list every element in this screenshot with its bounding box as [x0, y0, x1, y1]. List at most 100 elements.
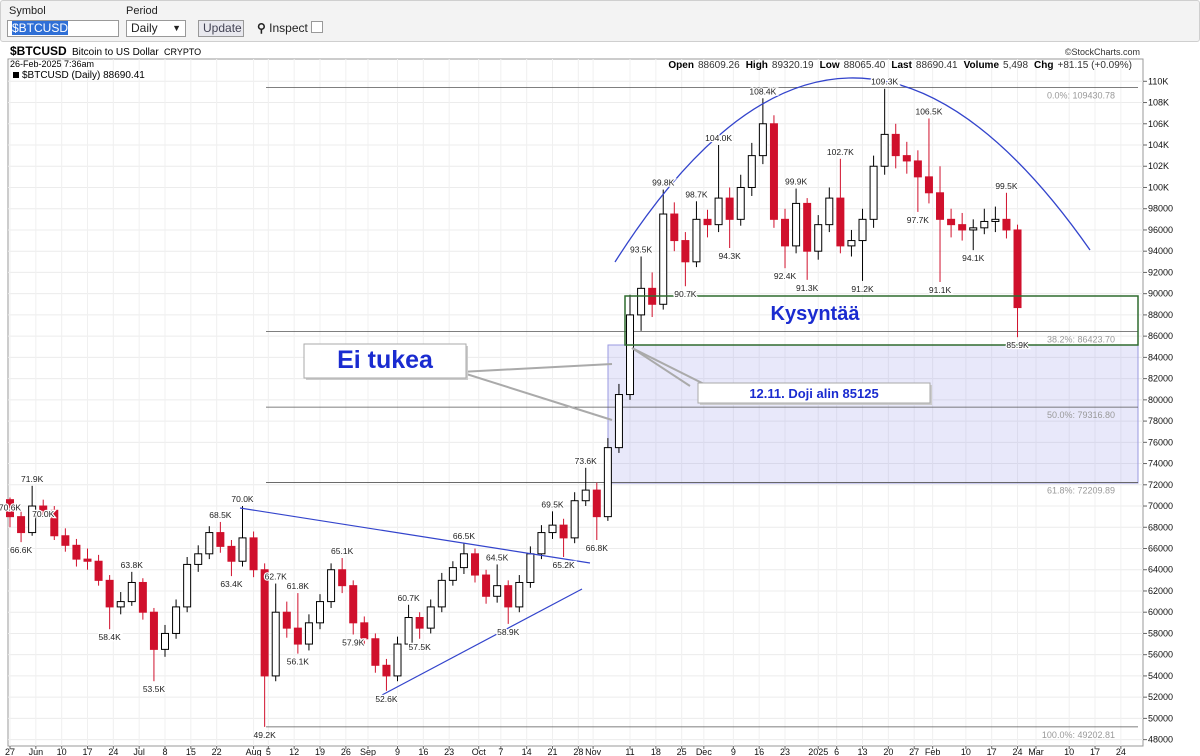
y-tick-label: 58000 [1148, 628, 1173, 638]
y-tick-label: 88000 [1148, 310, 1173, 320]
y-tick-label: 62000 [1148, 586, 1173, 596]
callout-line [459, 363, 613, 373]
quote-value: +81.15 (+0.09%) [1058, 60, 1133, 71]
candle-body [316, 601, 325, 624]
x-tick-label: 9 [395, 747, 400, 756]
x-tick-label: 17 [1090, 747, 1100, 756]
x-tick-label: 10 [57, 747, 67, 756]
y-tick-label: 92000 [1148, 267, 1173, 277]
x-tick-label: 25 [677, 747, 687, 756]
x-tick-label: 12 [289, 747, 299, 756]
x-tick-label: 27 [909, 747, 919, 756]
candle-body [858, 218, 867, 242]
candle-body [6, 499, 14, 518]
price-label: 97.7K [907, 215, 930, 225]
fib-levels: 0.0%: 109430.78 38.2%: 86423.70 50.0%: 793… [266, 86, 1138, 740]
price-label: 49.2K [254, 730, 277, 740]
y-tick-label: 70000 [1148, 501, 1173, 511]
price-label: 66.6K [10, 545, 33, 555]
candle-body [570, 500, 579, 539]
candle-body [803, 202, 812, 252]
x-tick-label: 20 [883, 747, 893, 756]
price-label: 98.7K [685, 189, 708, 199]
candle-body [891, 133, 900, 157]
candle-body [404, 617, 413, 645]
candle-body [260, 569, 269, 677]
price-label: 62.7K [265, 572, 288, 582]
candle-body [127, 581, 136, 603]
inspect-toggle[interactable]: ⚲ Inspect [257, 21, 323, 35]
price-label: 71.9K [21, 474, 44, 484]
y-tick-label: 48000 [1148, 735, 1173, 745]
price-label: 63.8K [121, 560, 144, 570]
candle-body [637, 287, 646, 316]
price-label: 94.1K [962, 253, 985, 263]
y-tick-label: 110K [1148, 76, 1168, 86]
candle-body [459, 553, 468, 569]
x-tick-label: 23 [780, 747, 790, 756]
candle-body [83, 558, 92, 562]
candle-body [149, 611, 158, 650]
candle-body [172, 606, 181, 634]
candle-body [526, 553, 535, 583]
period-select[interactable]: Daily ▼ [126, 20, 186, 37]
x-tick-label: Jul [133, 747, 145, 756]
symbol-input[interactable]: $BTCUSD [7, 20, 119, 37]
symbol: $BTCUSD [10, 44, 67, 58]
price-label: 66.5K [453, 531, 476, 541]
x-tick-label: 24 [1013, 747, 1023, 756]
y-tick-label: 54000 [1148, 671, 1173, 681]
candle-body [714, 197, 723, 226]
fib-label: 100.0%: 49202.81 [1042, 730, 1115, 740]
candle-body [769, 123, 778, 220]
candle-body [205, 532, 214, 555]
candle-body [39, 505, 48, 511]
price-label: 106.5K [915, 106, 942, 116]
candle-body [105, 579, 114, 608]
price-label: 70.6K [0, 503, 21, 513]
instrument-name: Bitcoin to US Dollar [72, 47, 159, 58]
candle-body [825, 197, 834, 226]
date: 26-Feb-2025 7:36am [10, 59, 94, 69]
candle-body [349, 585, 358, 624]
candle-body [559, 524, 568, 539]
candle-body [293, 627, 302, 645]
candle-body [28, 505, 37, 534]
x-tick-label: 24 [108, 747, 118, 756]
candle-body [493, 585, 502, 597]
y-tick-label: 104K [1148, 140, 1169, 150]
candle-body [227, 545, 236, 562]
y-tick-label: 108K [1148, 98, 1169, 108]
candle-body [792, 202, 801, 247]
candle-body [216, 532, 225, 547]
quote-value: 5,498 [1003, 60, 1028, 71]
x-tick-label: Mar [1028, 747, 1044, 756]
fib-label: 61.8%: 72209.89 [1047, 486, 1115, 496]
fib-label: 50.0%: 79316.80 [1047, 410, 1115, 420]
candle-body [902, 155, 911, 162]
price-label: 85.9K [1006, 340, 1029, 350]
y-tick-label: 50000 [1148, 713, 1173, 723]
price-label: 69.5K [541, 499, 564, 509]
update-button[interactable]: Update [198, 20, 244, 37]
y-tick-label: 84000 [1148, 352, 1173, 362]
candle-body [371, 638, 380, 666]
candle-body [692, 218, 701, 263]
x-tick-label: 5 [266, 747, 271, 756]
x-tick-label: 14 [522, 747, 532, 756]
price-label: 73.6K [575, 456, 598, 466]
overlays: Ei tukea 12.11. Doji alin 85125 Kysyntää [239, 77, 1139, 696]
candle-body [393, 643, 402, 677]
credit: ©StockCharts.com [1065, 47, 1140, 57]
price-label: 60.7K [397, 593, 420, 603]
candle-body [836, 197, 845, 247]
candle-body [415, 617, 424, 629]
candle-body [61, 535, 70, 546]
callout-line [459, 371, 613, 421]
price-label: 99.5K [995, 181, 1018, 191]
x-tick-label: 22 [212, 747, 222, 756]
legend-swatch [13, 72, 19, 78]
candle-body [814, 224, 823, 252]
x-tick-label: 8 [162, 747, 167, 756]
y-tick-label: 96000 [1148, 225, 1173, 235]
